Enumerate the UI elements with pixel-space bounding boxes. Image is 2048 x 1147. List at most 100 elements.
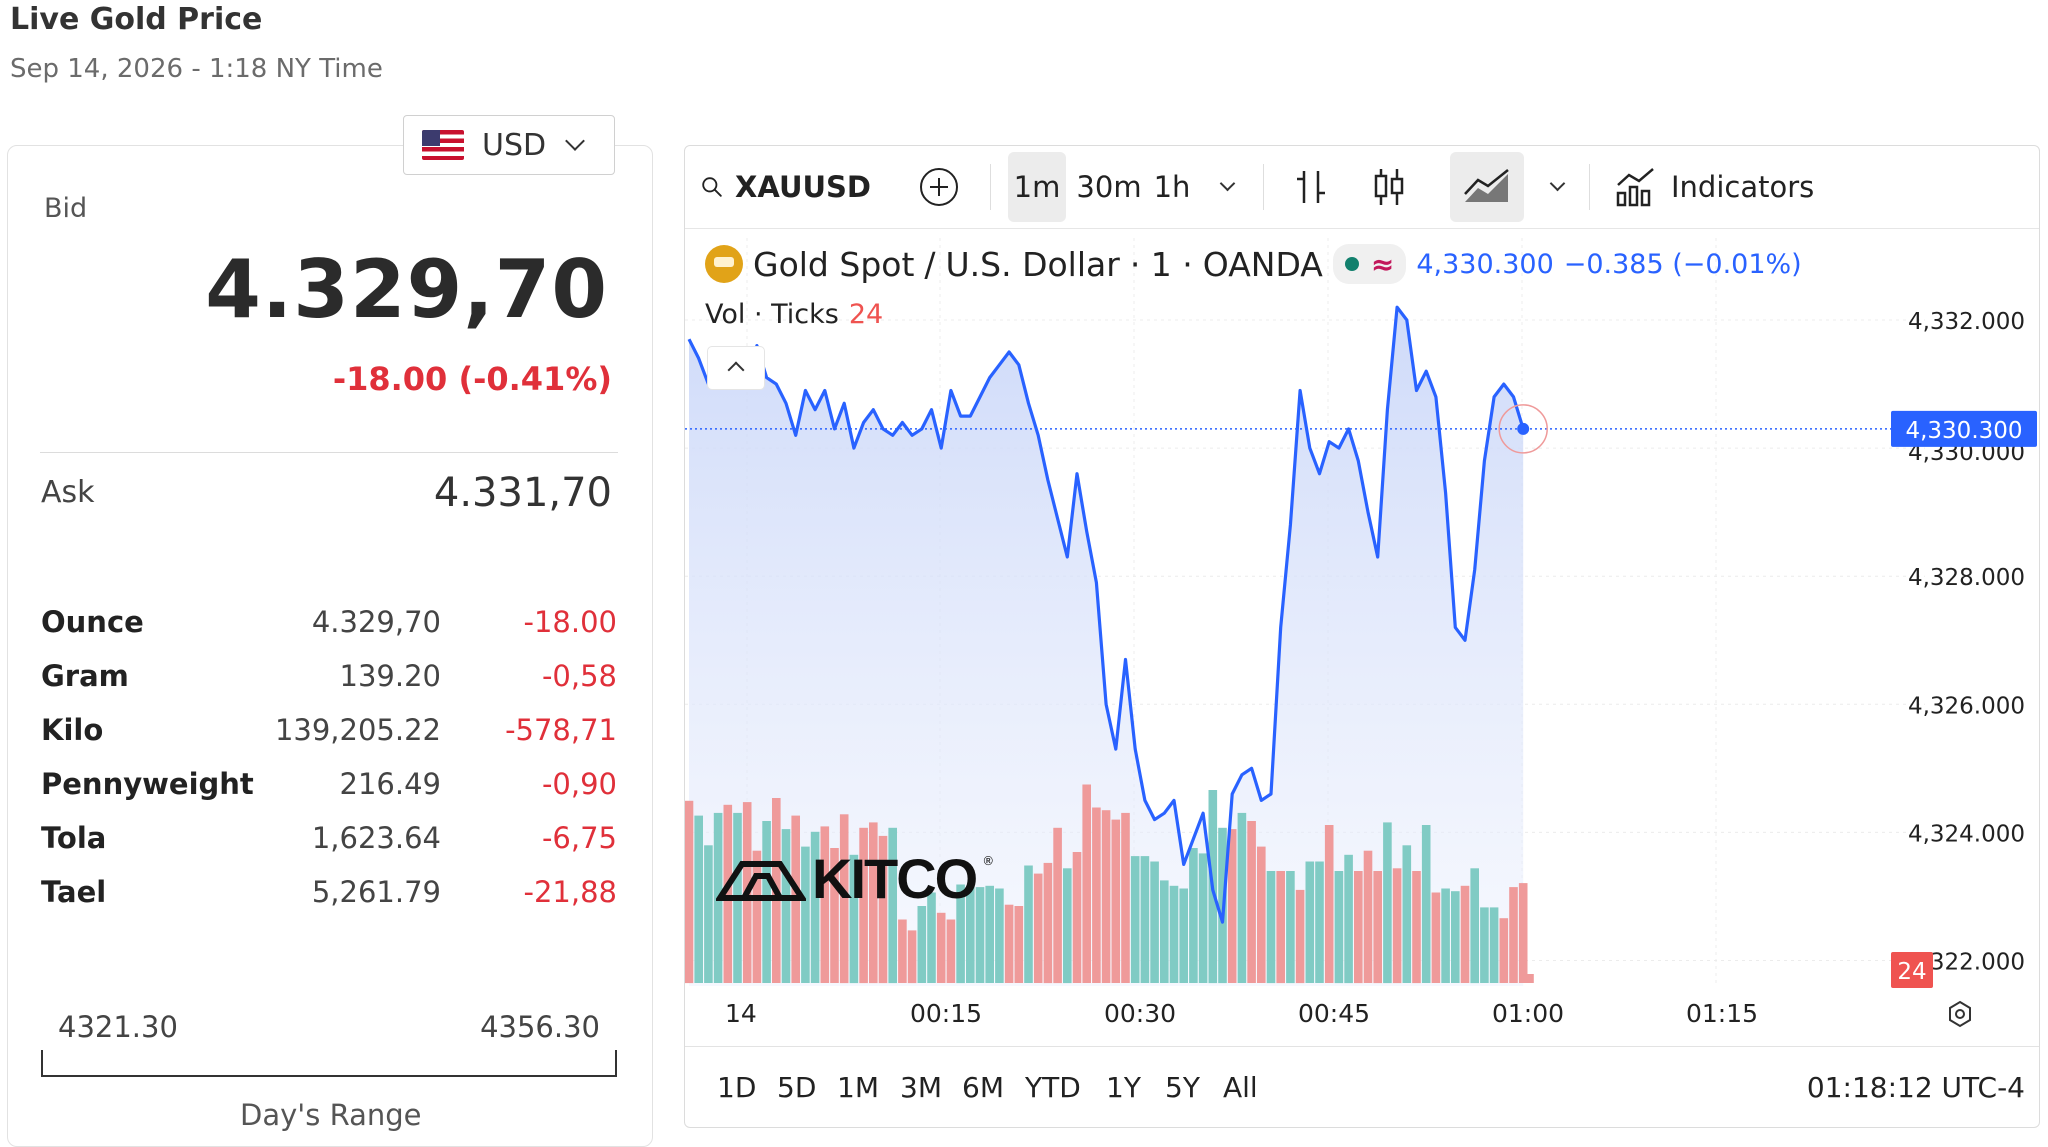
kitco-wordmark: KITCO bbox=[812, 847, 978, 910]
unit-price: 139,205.22 bbox=[274, 713, 441, 747]
volume-bar bbox=[1072, 852, 1082, 983]
instrument-name: Gold Spot bbox=[753, 244, 915, 284]
bar-chart-type-button[interactable] bbox=[1281, 152, 1341, 222]
volume-bar bbox=[1451, 891, 1460, 983]
price-line bbox=[687, 305, 1525, 924]
volume-bar bbox=[1499, 918, 1509, 983]
chart-type-dropdown[interactable] bbox=[1535, 152, 1575, 222]
unit-row: Tael 5,261.79 -21,88 bbox=[41, 875, 621, 929]
volume-bar bbox=[1402, 845, 1412, 983]
registered-mark-icon: ® bbox=[982, 854, 995, 868]
compare-button[interactable] bbox=[915, 152, 963, 222]
ask-label: Ask bbox=[41, 475, 95, 510]
symbol-label: XAUUSD bbox=[735, 170, 871, 204]
bid-change: -18.00 (-0.41%) bbox=[332, 360, 612, 398]
unit-price: 4.329,70 bbox=[311, 605, 441, 639]
interval-1h[interactable]: 1h bbox=[1153, 170, 1191, 204]
volume-bar bbox=[1315, 861, 1324, 983]
volume-bar bbox=[1130, 856, 1140, 983]
volume-bar bbox=[839, 814, 849, 984]
time-label: 00:45 bbox=[1298, 999, 1371, 1028]
last-price-halo bbox=[1498, 404, 1548, 454]
interval-dropdown[interactable] bbox=[1205, 152, 1245, 222]
volume-bar bbox=[704, 845, 713, 983]
indicators-label: Indicators bbox=[1671, 170, 1815, 204]
price-chart[interactable]: 4,332.0004,328.0004,326.0004,324.0004,32… bbox=[685, 146, 2040, 1128]
volume-bar bbox=[1354, 871, 1363, 984]
volume-bar bbox=[781, 829, 791, 983]
candles-chart-type-button[interactable] bbox=[1359, 152, 1419, 222]
interval-30m[interactable]: 30m bbox=[1076, 170, 1142, 204]
volume-bar bbox=[1160, 880, 1169, 983]
volume-bar bbox=[1247, 821, 1256, 983]
volume-bar bbox=[1518, 883, 1528, 983]
days-range-bar bbox=[41, 1050, 617, 1077]
volume-bar bbox=[1431, 892, 1441, 983]
volume-bar bbox=[859, 827, 868, 984]
unit-row: Kilo 139,205.22 -578,71 bbox=[41, 713, 621, 767]
time-label: 01:00 bbox=[1492, 999, 1565, 1028]
interval-1m[interactable]: 1m bbox=[1008, 152, 1066, 222]
settings-icon[interactable] bbox=[1946, 1000, 1974, 1028]
unit-change: -0,90 bbox=[541, 767, 617, 801]
range-all[interactable]: All bbox=[1223, 1071, 1258, 1104]
volume-bar bbox=[1392, 868, 1402, 984]
range-6m[interactable]: 6M bbox=[962, 1071, 1004, 1104]
y-axis-label: 4,328.000 bbox=[1908, 565, 2025, 591]
delayed-data-icon: ≈ bbox=[1370, 247, 1395, 281]
volume-bar bbox=[1373, 871, 1382, 984]
volume-tag bbox=[1891, 952, 1933, 988]
chevron-down-icon bbox=[1219, 175, 1235, 191]
volume-label: Vol · Ticks bbox=[705, 299, 839, 330]
volume-bar bbox=[936, 912, 946, 983]
chart-clock: 01:18:12 UTC-4 bbox=[1806, 1071, 2025, 1104]
symbol-search-button[interactable]: XAUUSD bbox=[701, 152, 871, 222]
volume-bar bbox=[888, 827, 897, 984]
kitco-logo: KITCO ® bbox=[716, 846, 994, 911]
volume-bar bbox=[1101, 810, 1111, 983]
legend-interval: · 1 · bbox=[1129, 244, 1193, 284]
area-chart-type-button[interactable] bbox=[1450, 152, 1524, 222]
range-3m[interactable]: 3M bbox=[900, 1071, 942, 1104]
volume-bar bbox=[1412, 871, 1421, 984]
range-1d[interactable]: 1D bbox=[717, 1071, 757, 1104]
volume-bar bbox=[927, 892, 936, 983]
bars-icon bbox=[1297, 171, 1325, 203]
volume-tag-label: 24 bbox=[1897, 959, 1926, 985]
unit-table: Ounce 4.329,70 -18.00 Gram 139.20 -0,58 … bbox=[41, 605, 621, 929]
us-flag-icon bbox=[422, 130, 464, 160]
range-1y[interactable]: 1Y bbox=[1106, 1071, 1141, 1104]
currency-select[interactable]: USD bbox=[403, 115, 615, 175]
time-label: 14 bbox=[725, 999, 757, 1028]
plus-circle-icon bbox=[920, 168, 958, 206]
range-5d[interactable]: 5D bbox=[777, 1071, 817, 1104]
volume-bar bbox=[1121, 812, 1130, 983]
indicators-button[interactable]: Indicators bbox=[1615, 152, 1825, 222]
days-range-label: Day's Range bbox=[240, 1098, 422, 1132]
volume-bar bbox=[1460, 885, 1470, 983]
volume-bar bbox=[869, 822, 878, 984]
range-ytd[interactable]: YTD bbox=[1025, 1071, 1081, 1104]
collapse-legend-button[interactable] bbox=[707, 346, 765, 390]
range-5y[interactable]: 5Y bbox=[1165, 1071, 1200, 1104]
unit-name: Tola bbox=[41, 821, 107, 855]
chart-legend: Gold Spot / U.S. Dollar · 1 · OANDA ≈ 4,… bbox=[705, 244, 1802, 284]
volume-bar bbox=[849, 854, 859, 984]
volume-bar bbox=[1525, 974, 1534, 983]
currency-label: USD bbox=[482, 127, 547, 163]
volume-bar bbox=[1227, 829, 1237, 983]
y-axis-label: 4,324.000 bbox=[1908, 821, 2025, 847]
volume-bar bbox=[917, 906, 927, 983]
volume-bar bbox=[1363, 850, 1373, 983]
range-divider bbox=[685, 1046, 2039, 1047]
bid-label: Bid bbox=[44, 193, 88, 224]
range-1m[interactable]: 1M bbox=[837, 1071, 879, 1104]
y-axis-label: 4,332.000 bbox=[1908, 309, 2025, 335]
volume-bar bbox=[1489, 907, 1499, 983]
unit-price: 1,623.64 bbox=[311, 821, 441, 855]
market-status[interactable]: ≈ bbox=[1332, 244, 1407, 284]
volume-bar bbox=[1004, 904, 1014, 983]
quote-panel bbox=[7, 145, 653, 1147]
quote-currency: U.S. Dollar bbox=[945, 244, 1120, 284]
volume-bar bbox=[1033, 873, 1043, 983]
